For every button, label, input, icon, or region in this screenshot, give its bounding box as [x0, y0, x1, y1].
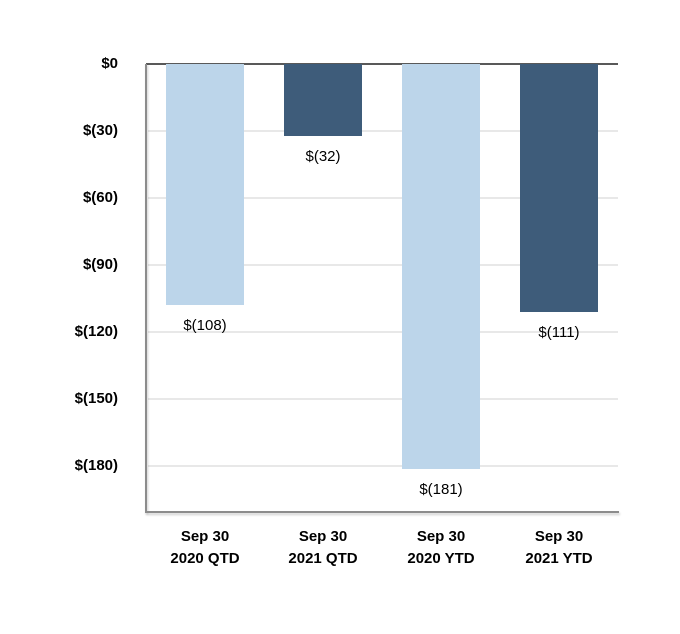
y-axis-tick-label: $(30): [82, 122, 118, 140]
y-axis-tick-label: $(150): [74, 390, 118, 408]
x-axis-line: [145, 511, 619, 513]
y-axis-tick-label: $(120): [74, 323, 118, 341]
gridline: [148, 130, 618, 133]
x-axis-category-label: Sep 30 2020 QTD: [170, 528, 240, 567]
y-axis-tick-label: $(180): [74, 457, 118, 475]
y-axis-tick-label: $(90): [82, 256, 118, 274]
bar-value-label: $(108): [183, 317, 227, 335]
x-axis-category-label: Sep 30 2020 YTD: [407, 528, 475, 567]
gridline: [148, 331, 618, 334]
bar-value-label: $(181): [419, 480, 463, 498]
gridline: [148, 264, 618, 267]
bar-value-label: $(111): [538, 324, 580, 342]
y-axis-tick-label: $0: [101, 55, 118, 72]
gridline: [148, 398, 618, 401]
bar-sep-30-2021-qtd: [284, 64, 362, 136]
bar-sep-30-2020-ytd: [402, 64, 480, 469]
gridline: [148, 197, 618, 200]
bar-sep-30-2020-qtd: [166, 64, 244, 306]
x-axis-category-label: Sep 30 2021 QTD: [288, 528, 358, 567]
gridline: [148, 465, 618, 468]
x-axis-category-label: Sep 30 2021 YTD: [525, 528, 593, 567]
y-axis-tick-label: $(60): [82, 189, 118, 207]
bar-value-label: $(32): [305, 147, 341, 165]
y-axis-line: [145, 64, 147, 513]
zero-axis-line: [146, 63, 618, 65]
bar-sep-30-2021-ytd: [520, 64, 598, 313]
